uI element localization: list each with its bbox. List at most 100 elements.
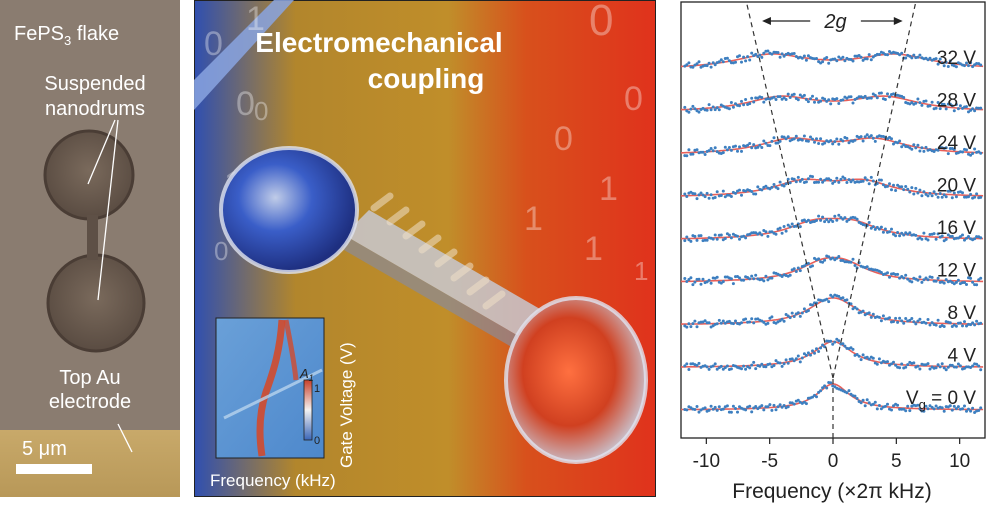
- data-point: [750, 274, 754, 278]
- data-point: [954, 280, 958, 284]
- data-point: [821, 180, 825, 184]
- data-point: [877, 227, 881, 231]
- scale-bar-label: 5 μm: [22, 438, 67, 460]
- data-point: [890, 227, 893, 231]
- data-point: [806, 218, 810, 222]
- data-point: [900, 231, 904, 235]
- data-point: [719, 321, 723, 325]
- data-point: [946, 152, 950, 156]
- data-point: [904, 273, 908, 277]
- data-point: [748, 58, 752, 62]
- data-point: [973, 323, 977, 327]
- data-point: [922, 278, 926, 282]
- data-point: [928, 104, 932, 108]
- data-point: [948, 102, 952, 106]
- data-point: [965, 409, 968, 413]
- data-point: [835, 59, 839, 63]
- annotation-arrowhead-left: [762, 17, 771, 25]
- data-point: [794, 134, 798, 138]
- data-point: [833, 214, 837, 218]
- data-point: [762, 100, 766, 104]
- data-point: [778, 319, 782, 323]
- data-point: [740, 367, 743, 371]
- data-point: [879, 178, 883, 182]
- x-tick-label: 5: [891, 451, 902, 472]
- data-point: [703, 153, 707, 156]
- data-point: [750, 190, 754, 193]
- data-point: [750, 410, 754, 414]
- data-point: [723, 275, 727, 279]
- data-point: [727, 146, 731, 149]
- data-point: [892, 320, 895, 324]
- nanodrum-top: [43, 129, 135, 221]
- data-point: [683, 277, 687, 280]
- data-point: [867, 401, 871, 405]
- data-point: [707, 278, 711, 282]
- data-point: [979, 236, 983, 240]
- data-point: [886, 184, 889, 188]
- data-point: [804, 402, 808, 406]
- data-point: [971, 406, 975, 410]
- data-point: [845, 298, 849, 302]
- data-point: [784, 313, 788, 316]
- data-point: [963, 320, 966, 324]
- data-point: [969, 409, 973, 413]
- data-point: [819, 346, 823, 350]
- data-point: [938, 57, 942, 61]
- data-point: [916, 97, 920, 101]
- data-point: [944, 107, 948, 111]
- data-point: [689, 276, 693, 280]
- data-point: [752, 360, 756, 364]
- data-point: [821, 343, 825, 347]
- data-point: [746, 55, 750, 59]
- data-point: [792, 52, 796, 55]
- data-point: [802, 264, 806, 268]
- data-point: [930, 275, 934, 279]
- data-point: [920, 237, 924, 241]
- data-point: [952, 191, 956, 195]
- data-point: [890, 362, 893, 366]
- data-point: [792, 137, 796, 141]
- data-point: [938, 107, 942, 111]
- data-point: [918, 101, 922, 105]
- data-point: [776, 95, 780, 99]
- data-point: [940, 406, 944, 410]
- data-point: [829, 102, 833, 106]
- data-point: [940, 61, 944, 65]
- data-point: [709, 108, 713, 112]
- data-point: [821, 386, 825, 390]
- data-point: [766, 278, 770, 282]
- data-point: [883, 404, 887, 408]
- data-point: [906, 232, 910, 236]
- data-point: [969, 323, 973, 327]
- data-point: [892, 360, 895, 364]
- data-point: [914, 146, 918, 150]
- data-point: [851, 178, 855, 182]
- data-point: [687, 368, 691, 371]
- data-point: [855, 217, 859, 221]
- sem-image: FePS3 flake Suspended nanodrums Top Au e…: [0, 0, 180, 497]
- data-point: [916, 319, 920, 323]
- data-point: [754, 52, 758, 56]
- data-point: [784, 229, 788, 233]
- data-point: [697, 361, 701, 365]
- data-point: [806, 351, 810, 355]
- inset-ylabel: Gate Voltage (V): [337, 342, 356, 468]
- data-point: [815, 137, 818, 141]
- data-point: [784, 98, 788, 101]
- data-point: [886, 402, 889, 406]
- data-point: [809, 97, 812, 101]
- data-point: [711, 105, 715, 109]
- data-point: [956, 405, 960, 409]
- data-point: [774, 98, 778, 101]
- data-point: [975, 283, 979, 287]
- data-point: [835, 256, 839, 260]
- fit-curve: [680, 95, 984, 111]
- data-point: [782, 404, 786, 407]
- data-point: [922, 409, 926, 413]
- data-point: [934, 192, 938, 196]
- data-point: [910, 101, 914, 105]
- data-point: [902, 276, 906, 280]
- data-point: [689, 239, 693, 243]
- data-point: [958, 321, 962, 325]
